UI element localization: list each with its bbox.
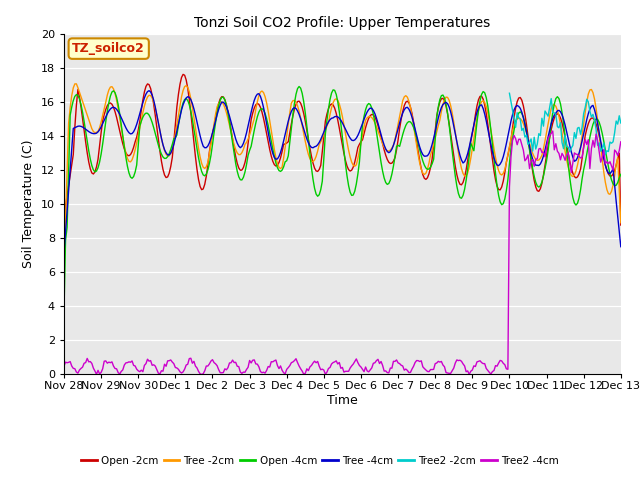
Title: Tonzi Soil CO2 Profile: Upper Temperatures: Tonzi Soil CO2 Profile: Upper Temperatur…	[195, 16, 490, 30]
Y-axis label: Soil Temperature (C): Soil Temperature (C)	[22, 140, 35, 268]
Text: TZ_soilco2: TZ_soilco2	[72, 42, 145, 55]
Legend: Open -2cm, Tree -2cm, Open -4cm, Tree -4cm, Tree2 -2cm, Tree2 -4cm: Open -2cm, Tree -2cm, Open -4cm, Tree -4…	[77, 452, 563, 470]
X-axis label: Time: Time	[327, 394, 358, 407]
